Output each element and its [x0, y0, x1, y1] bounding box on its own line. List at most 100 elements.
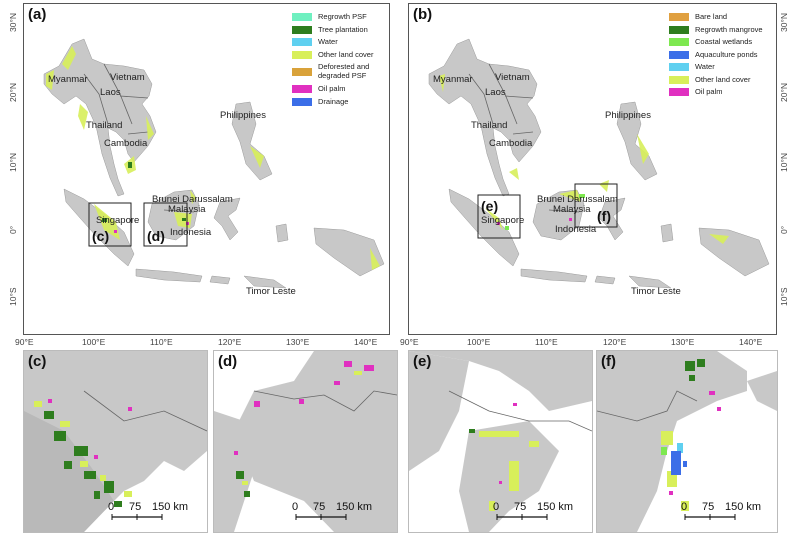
scale-c-150: 150 km	[152, 501, 189, 513]
lat-label-b-0: 0°	[779, 225, 789, 234]
map-panel-e: (e) 0 75 150 km	[408, 350, 593, 533]
java-landmass	[135, 268, 203, 283]
map-c-svg	[24, 351, 207, 532]
country-label-singapore: Singapore	[96, 215, 140, 226]
lat-label-a-30n: 30°N	[8, 13, 18, 32]
legend-b-label-0: Bare land	[695, 12, 728, 21]
scale-d-75: 75	[313, 501, 326, 513]
map-d-svg	[214, 351, 397, 532]
legend-b-swatch-0	[669, 13, 689, 21]
legend-b-swatch-3	[669, 50, 689, 59]
legend-b-swatch-1	[669, 25, 689, 34]
country-label-b-brunei: Brunei Darussalam	[537, 194, 618, 205]
legend-b-swatch-6	[669, 88, 689, 96]
box-label-d: (d)	[147, 228, 165, 244]
sulawesi-landmass	[213, 197, 241, 241]
scale-d-150: 150 km	[336, 501, 373, 513]
box-label-f: (f)	[597, 208, 611, 224]
panel-c-label: (c)	[28, 353, 47, 370]
legend-a-swatch-4	[292, 68, 312, 76]
scale-e-150: 150 km	[537, 501, 574, 513]
map-f-svg	[597, 351, 777, 532]
lon-label-b-110: 110°E	[535, 337, 558, 347]
map-a-svg	[43, 38, 385, 289]
country-label-thailand: Thailand	[86, 120, 123, 131]
country-label-myanmar: Myanmar	[48, 74, 88, 85]
legend-b-label-4: Water	[695, 62, 715, 71]
legend-a-label-3: Other land cover	[318, 49, 374, 59]
lat-label-b-10s: 10°S	[779, 287, 789, 306]
legend-b-swatch-2	[669, 38, 689, 46]
lat-label-b-30n: 30°N	[779, 13, 789, 32]
legend-b-label-2: Coastal wetlands	[695, 37, 753, 46]
country-label-b-thailand: Thailand	[471, 120, 508, 131]
legend-a-swatch-0	[292, 13, 312, 21]
legend-a-swatch-5	[292, 85, 312, 93]
lat-label-a-10s: 10°S	[8, 287, 18, 306]
legend-b-swatch-5	[669, 75, 689, 84]
scale-d-0: 0	[292, 501, 299, 513]
lon-label-a-100: 100°E	[82, 337, 106, 347]
scale-f-75: 75	[702, 501, 715, 513]
panel-f-label: (f)	[601, 353, 616, 370]
mainland-landmass	[43, 38, 157, 197]
legend-a-label-6: Drainage	[318, 96, 349, 106]
lon-label-b-100: 100°E	[467, 337, 491, 347]
lat-label-b-10n: 10°N	[779, 153, 789, 172]
legend-b-label-3: Aquaculture ponds	[695, 49, 758, 59]
country-label-philippines: Philippines	[220, 110, 266, 121]
zoom-box-d	[143, 202, 188, 247]
map-panel-d: (d) 0 75 150 km	[213, 350, 398, 533]
country-label-b-myanmar: Myanmar	[433, 74, 473, 85]
legend-a-label-4: Deforested and degraded PSF	[318, 62, 370, 80]
lon-label-a-120: 120°E	[218, 337, 242, 347]
lon-label-b-140: 140°E	[739, 337, 763, 347]
legend-a-label-5: Oil palm	[318, 84, 346, 93]
country-label-b-malaysia: Malaysia	[553, 204, 591, 215]
panel-b-label: (b)	[413, 6, 433, 23]
scale-c-75: 75	[129, 501, 142, 513]
lon-label-b-130: 130°E	[671, 337, 695, 347]
country-label-b-cambodia: Cambodia	[489, 138, 533, 149]
lon-label-a-130: 130°E	[286, 337, 310, 347]
legend-a-swatch-2	[292, 38, 312, 46]
country-label-b-indonesia: Indonesia	[555, 224, 597, 235]
map-panel-f: (f) 0 75 150 km	[596, 350, 778, 533]
box-label-c: (c)	[92, 228, 110, 244]
lat-label-b-20n: 20°N	[779, 83, 789, 102]
lon-label-a-140: 140°E	[354, 337, 378, 347]
legend-b-swatch-4	[669, 63, 689, 71]
map-b-svg	[428, 38, 770, 289]
country-label-cambodia: Cambodia	[104, 138, 148, 149]
legend-a-label-0: Regrowth PSF	[318, 12, 367, 21]
country-label-indonesia: Indonesia	[170, 227, 212, 238]
zoom-box-e	[477, 194, 521, 239]
lon-label-a-90: 90°E	[15, 337, 34, 347]
country-label-malaysia: Malaysia	[168, 204, 206, 215]
panel-d-label: (d)	[218, 353, 238, 370]
legend-a-swatch-6	[292, 97, 312, 106]
scale-e-0: 0	[493, 501, 500, 513]
panel-a-label: (a)	[28, 6, 47, 23]
zoom-box-f	[574, 183, 618, 228]
legend-b-label-6: Oil palm	[695, 87, 723, 96]
country-label-b-laos: Laos	[485, 87, 506, 98]
map-panel-b: (b) Bare land Regrowth mangrove Coastal …	[408, 3, 777, 335]
scale-f-150: 150 km	[725, 501, 762, 513]
zoom-box-c	[88, 202, 132, 247]
legend-b-label-5: Other land cover	[695, 74, 751, 84]
legend-a-label-1: Tree plantation	[318, 24, 368, 34]
country-label-timor: Timor Leste	[246, 286, 296, 297]
lon-label-a-110: 110°E	[150, 337, 173, 347]
map-panel-c: (c) 0 75 150 km	[23, 350, 208, 533]
lat-label-a-10n: 10°N	[8, 153, 18, 172]
scale-c-0: 0	[108, 501, 115, 513]
legend-b-label-1: Regrowth mangrove	[695, 24, 763, 34]
country-label-b-philippines: Philippines	[605, 110, 651, 121]
lon-label-b-90: 90°E	[400, 337, 419, 347]
country-label-b-singapore: Singapore	[481, 215, 525, 226]
map-panel-a: (a) Regrowth PSF Tree plantation Water O…	[23, 3, 390, 335]
legend-a-swatch-1	[292, 25, 312, 34]
country-label-brunei: Brunei Darussalam	[152, 194, 233, 205]
lat-label-a-0: 0°	[8, 225, 18, 234]
